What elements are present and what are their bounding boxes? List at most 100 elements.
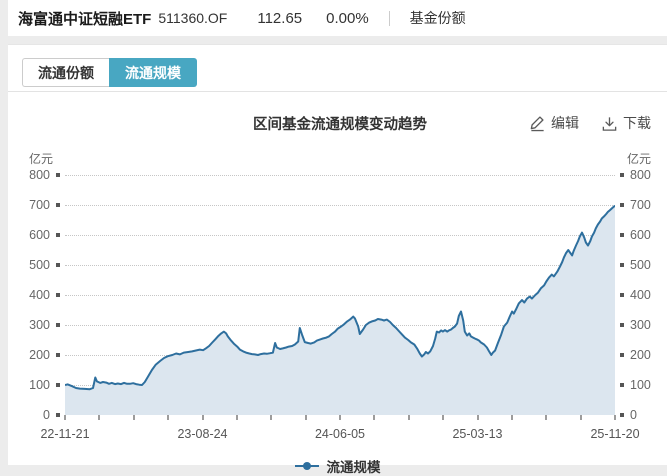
edit-icon (530, 116, 544, 132)
y-axis-tick: 300 (620, 318, 651, 332)
chart-area: 亿元 0 100 200 300 400 500 600 700 800 22-11-21 23-… (8, 152, 667, 441)
gridline (65, 265, 615, 266)
y-axis-unit-left: 亿元 (28, 152, 53, 166)
tab-divider (8, 91, 667, 92)
y-axis-right: 亿元 0 100 200 300 400 500 600 700 800 (615, 152, 667, 422)
y-axis-label: 800 (630, 168, 651, 182)
y-axis-tick: 400 (620, 288, 651, 302)
y-axis-tick: 100 (620, 378, 651, 392)
y-axis-tick: 300 (29, 318, 60, 332)
fund-change-percent: 0.00% (326, 9, 369, 27)
y-axis-tick: 600 (620, 228, 651, 242)
legend-label: 流通规模 (326, 460, 381, 475)
x-axis-label: 24-06-05 (314, 427, 366, 441)
y-axis-label: 300 (630, 318, 651, 332)
download-icon (602, 116, 617, 131)
y-axis-label: 600 (630, 228, 651, 242)
y-axis-tick: 200 (29, 348, 60, 362)
gridline (65, 175, 615, 176)
chart-header: 区间基金流通规模变动趋势 编辑 (8, 113, 667, 139)
y-tick-marker (620, 353, 624, 357)
edit-label: 编辑 (551, 115, 579, 131)
x-axis-tick (614, 415, 616, 420)
tab-group: 流通份额 流通规模 (22, 58, 197, 87)
x-axis-tick (408, 415, 410, 420)
edit-button[interactable]: 编辑 (529, 113, 579, 133)
y-axis-label: 600 (29, 228, 50, 242)
fund-price: 112.65 (257, 9, 303, 27)
y-tick-marker (620, 413, 624, 417)
x-axis-tick (442, 415, 444, 420)
y-axis-label: 700 (29, 198, 50, 212)
fund-shares-link[interactable]: 基金份额 (409, 10, 466, 26)
y-axis-label: 800 (29, 168, 50, 182)
header-divider (388, 10, 390, 26)
x-axis-tick (133, 415, 135, 420)
y-axis-tick: 600 (29, 228, 60, 242)
x-axis-tick (545, 415, 547, 420)
y-axis-label: 500 (29, 258, 50, 272)
y-tick-marker (56, 353, 60, 357)
y-axis-tick: 0 (620, 408, 637, 422)
x-axis-tick (270, 415, 272, 420)
y-axis-left: 亿元 0 100 200 300 400 500 600 700 800 (8, 152, 65, 422)
y-tick-marker (56, 263, 60, 267)
y-axis-label: 400 (630, 288, 651, 302)
download-button[interactable]: 下载 (601, 113, 651, 133)
x-axis-tick (202, 415, 203, 420)
y-tick-marker (620, 173, 624, 177)
y-axis-tick: 500 (620, 258, 651, 272)
y-axis-tick: 200 (620, 348, 651, 362)
x-axis-tick (339, 415, 341, 420)
y-axis-label: 100 (29, 378, 50, 392)
x-axis-tick (64, 415, 66, 420)
x-axis-label: 25-11-20 (590, 427, 640, 441)
gridline (65, 295, 615, 296)
y-tick-marker (56, 203, 60, 207)
y-tick-marker (56, 413, 60, 417)
y-axis-label: 700 (630, 198, 651, 212)
y-tick-marker (56, 173, 60, 177)
tab-circulating-scale[interactable]: 流通规模 (109, 58, 197, 87)
series-canvas (65, 204, 615, 415)
y-tick-marker (56, 323, 60, 327)
y-axis-label: 0 (43, 408, 50, 422)
series-line (65, 204, 615, 391)
y-axis-tick: 700 (29, 198, 60, 212)
y-axis-tick: 0 (43, 408, 60, 422)
x-axis-tick (236, 415, 238, 420)
y-tick-marker (620, 383, 624, 387)
x-axis-tick (511, 415, 513, 420)
y-axis-tick: 100 (29, 378, 60, 392)
y-axis-label: 200 (29, 348, 50, 362)
x-axis-tick (477, 415, 478, 420)
fund-header: 海富通中证短融ETF 511360.OF 112.65 0.00% 基金份额 (8, 0, 667, 36)
x-axis-tick (305, 415, 307, 420)
legend[interactable]: 流通规模 (8, 456, 667, 476)
y-axis-label: 400 (29, 288, 50, 302)
fund-name: 海富通中证短融ETF (18, 10, 152, 28)
download-label: 下载 (623, 115, 651, 131)
tab-circulating-shares[interactable]: 流通份额 (22, 58, 109, 87)
area-fill (65, 205, 615, 415)
gridline (65, 235, 615, 236)
x-axis-tick (98, 415, 100, 420)
y-axis-tick: 500 (29, 258, 60, 272)
gridline (65, 205, 615, 206)
chart-actions: 编辑 下载 (529, 113, 651, 133)
x-axis-label: 25-03-13 (452, 427, 503, 441)
y-tick-marker (56, 383, 60, 387)
y-axis-tick: 400 (29, 288, 60, 302)
y-tick-marker (620, 323, 624, 327)
chart-plot[interactable]: 22-11-21 23-08-24 24-06-05 25-03-13 25-11-20 (40, 175, 640, 441)
y-tick-marker (620, 233, 624, 237)
chart-card: 区间基金流通规模变动趋势 编辑 (8, 92, 667, 476)
chart-title: 区间基金流通规模变动趋势 (253, 117, 427, 133)
legend-line-dot-icon (294, 461, 319, 471)
y-axis-label: 0 (630, 408, 637, 422)
y-axis-tick: 800 (620, 168, 651, 182)
y-axis-tick: 700 (620, 198, 651, 212)
x-axis-tick (373, 415, 375, 420)
y-axis-tick: 800 (29, 168, 60, 182)
